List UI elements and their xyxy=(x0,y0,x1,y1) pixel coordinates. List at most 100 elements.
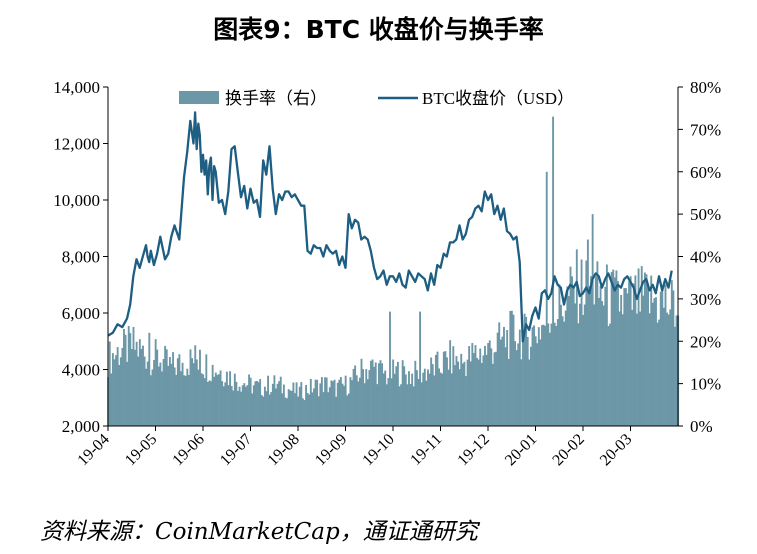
turnover-bar xyxy=(564,310,567,426)
turnover-bar xyxy=(514,341,517,426)
turnover-bar xyxy=(643,272,646,426)
turnover-bar xyxy=(110,373,113,426)
turnover-bar xyxy=(653,298,656,426)
turnover-bar xyxy=(662,307,665,426)
turnover-bar xyxy=(351,380,353,426)
turnover-bar xyxy=(503,326,505,426)
left-tick-label: 2,000 xyxy=(62,417,100,436)
turnover-bar xyxy=(379,360,382,426)
turnover-bar xyxy=(537,327,540,426)
turnover-bar xyxy=(501,336,504,426)
turnover-bar xyxy=(428,373,431,426)
turnover-bar xyxy=(414,360,417,426)
turnover-bar xyxy=(400,384,403,426)
turnover-bar xyxy=(138,339,141,426)
turnover-bar xyxy=(457,361,460,426)
turnover-bar xyxy=(498,322,501,426)
turnover-bar xyxy=(533,325,536,426)
turnover-bar xyxy=(368,370,371,426)
turnover-bar xyxy=(510,310,513,426)
turnover-bar xyxy=(466,359,469,426)
turnover-bar xyxy=(333,379,336,426)
turnover-bar xyxy=(518,329,521,426)
turnover-bar xyxy=(631,309,634,426)
turnover-bar xyxy=(230,385,233,426)
turnover-bar xyxy=(265,391,268,426)
turnover-bar xyxy=(159,362,162,426)
right-tick-label: 0% xyxy=(690,417,713,436)
turnover-bar xyxy=(509,310,512,426)
turnover-bar xyxy=(431,364,434,426)
turnover-bar xyxy=(434,354,437,426)
turnover-bar xyxy=(221,381,224,426)
turnover-bar xyxy=(444,351,447,426)
turnover-bar xyxy=(381,363,384,426)
turnover-bar xyxy=(362,369,365,426)
turnover-bar xyxy=(425,380,428,426)
turnover-bar xyxy=(271,383,274,426)
turnover-bar xyxy=(610,272,613,426)
turnover-bar xyxy=(108,341,111,426)
turnover-bar xyxy=(325,377,328,426)
turnover-bar xyxy=(347,393,350,426)
turnover-bar xyxy=(346,395,349,426)
chart-title: 图表9：BTC 收盘价与换手率 xyxy=(213,15,544,44)
turnover-bar xyxy=(229,371,232,426)
turnover-bar xyxy=(472,353,475,426)
turnover-bar xyxy=(320,377,323,426)
turnover-bar xyxy=(213,376,216,426)
turnover-bar xyxy=(523,313,526,426)
turnover-bar xyxy=(222,386,225,426)
turnover-bar xyxy=(121,347,124,426)
turnover-bar xyxy=(392,359,395,426)
turnover-bar xyxy=(506,330,509,426)
turnover-bar xyxy=(674,326,676,426)
turnover-bar xyxy=(655,297,657,426)
turnover-bar xyxy=(317,396,320,426)
turnover-bar xyxy=(640,266,643,426)
turnover-bar xyxy=(148,332,151,426)
turnover-bar xyxy=(469,361,472,426)
turnover-bar xyxy=(560,304,562,426)
turnover-bar xyxy=(539,339,542,426)
turnover-bar xyxy=(485,354,488,426)
turnover-bar xyxy=(187,374,190,426)
turnover-bar xyxy=(316,379,319,426)
turnover-bar xyxy=(569,266,572,426)
turnover-bar xyxy=(124,334,127,426)
turnover-bar xyxy=(251,393,254,426)
turnover-bar xyxy=(449,340,452,426)
turnover-bar xyxy=(235,381,238,426)
x-tick-label: 19-10 xyxy=(359,431,397,469)
x-tick-label: 19-09 xyxy=(312,431,350,469)
turnover-bar xyxy=(528,359,531,426)
turnover-bar xyxy=(259,379,262,426)
turnover-bar xyxy=(165,349,168,426)
turnover-bar xyxy=(384,370,387,426)
turnover-bar xyxy=(479,348,482,426)
turnover-bar xyxy=(453,365,456,426)
turnover-bar xyxy=(605,264,608,426)
right-tick-label: 60% xyxy=(690,163,721,182)
turnover-bar xyxy=(495,351,498,426)
turnover-bar xyxy=(642,295,645,426)
turnover-bar xyxy=(357,381,360,426)
turnover-bar xyxy=(297,396,300,426)
turnover-bar xyxy=(583,304,586,426)
turnover-bar xyxy=(591,214,594,426)
turnover-bar xyxy=(305,384,308,426)
turnover-bar xyxy=(154,339,157,426)
turnover-bar xyxy=(542,324,545,426)
turnover-bar xyxy=(409,383,412,426)
turnover-bar xyxy=(629,276,632,426)
turnover-bar xyxy=(270,392,273,426)
turnover-bar xyxy=(377,363,380,426)
turnover-bar xyxy=(118,364,121,426)
turnover-bar xyxy=(192,363,195,426)
turnover-bar xyxy=(439,372,442,426)
turnover-bar xyxy=(567,296,570,426)
turnover-bar xyxy=(374,362,377,426)
x-tick-label: 20-03 xyxy=(597,431,635,469)
turnover-bar xyxy=(224,382,227,426)
price-line xyxy=(107,111,673,343)
